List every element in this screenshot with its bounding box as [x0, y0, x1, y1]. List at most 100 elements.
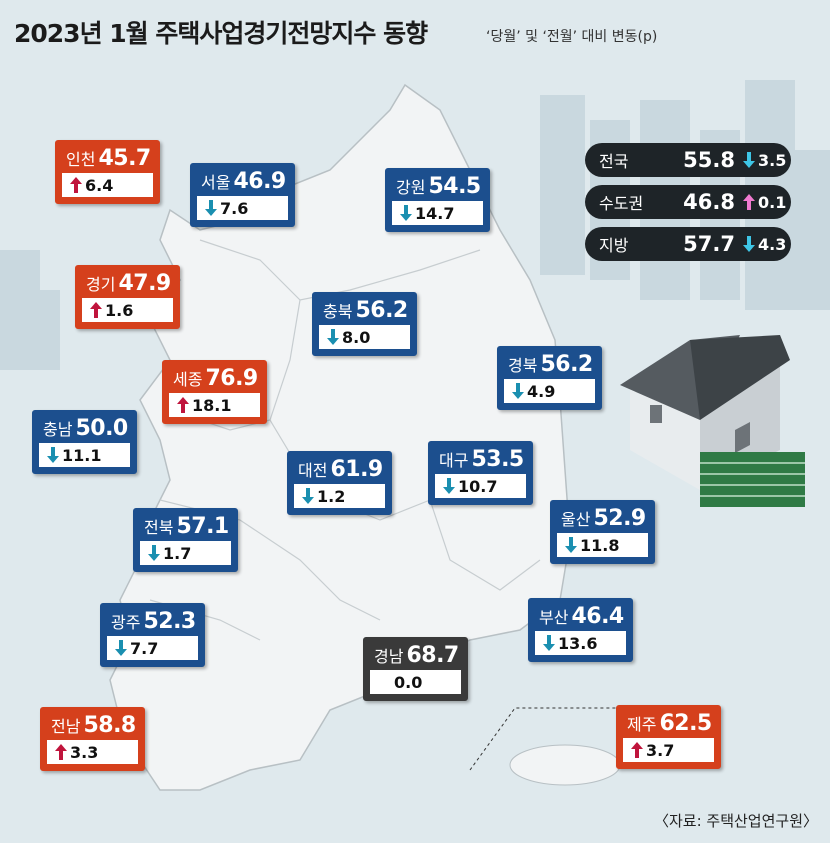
region-box: 대구 53.5 10.7 — [428, 441, 533, 505]
region-change-row: 1.7 — [140, 541, 231, 565]
region-change-row: 18.1 — [169, 393, 260, 417]
region-name: 세종 — [173, 370, 203, 389]
region-change: 13.6 — [558, 633, 598, 653]
region-name: 경남 — [374, 647, 404, 666]
region-change: 1.6 — [105, 300, 134, 320]
region-change: 4.9 — [527, 381, 556, 401]
region-change-row: 3.3 — [47, 740, 138, 764]
region-header: 경남 68.7 — [366, 640, 465, 670]
region-change: 18.1 — [192, 395, 232, 415]
region-header: 인천 45.7 — [58, 143, 157, 173]
region-name: 충북 — [323, 302, 353, 321]
region-index: 52.9 — [593, 506, 646, 531]
trend-arrow — [177, 397, 189, 413]
summary-index: 57.7 — [683, 232, 735, 256]
region-index: 50.0 — [75, 416, 128, 441]
trend-arrow — [543, 635, 555, 651]
region-index: 57.1 — [176, 514, 229, 539]
region-box: 충남 50.0 11.1 — [32, 410, 137, 474]
region-change: 8.0 — [342, 327, 371, 347]
summary-name: 수도권 — [599, 194, 644, 213]
trend-arrow — [327, 329, 339, 345]
trend-arrow — [47, 447, 59, 463]
trend-arrow — [302, 488, 314, 504]
trend-arrow — [205, 200, 217, 216]
trend-arrow — [565, 537, 577, 553]
region-header: 경기 47.9 — [78, 268, 177, 298]
trend-arrow — [90, 302, 102, 318]
jeju-island — [509, 744, 621, 786]
region-box: 부산 46.4 13.6 — [528, 598, 633, 662]
region-change: 1.2 — [317, 486, 346, 506]
region-box: 경기 47.9 1.6 — [75, 265, 180, 329]
region-header: 제주 62.5 — [619, 708, 718, 738]
region-header: 세종 76.9 — [165, 363, 264, 393]
region-name: 전북 — [144, 518, 174, 537]
region-change: 11.1 — [62, 445, 102, 465]
trend-arrow — [743, 236, 755, 252]
region-change-row: 13.6 — [535, 631, 626, 655]
region-name: 울산 — [561, 510, 591, 529]
region-name: 부산 — [539, 608, 569, 627]
region-box: 광주 52.3 7.7 — [100, 603, 205, 667]
region-box: 전남 58.8 3.3 — [40, 707, 145, 771]
korea-mainland — [109, 83, 571, 791]
region-index: 62.5 — [659, 711, 712, 736]
region-change: 3.3 — [70, 742, 99, 762]
region-name: 경기 — [86, 275, 116, 294]
region-index: 56.2 — [540, 352, 593, 377]
region-header: 전남 58.8 — [43, 710, 142, 740]
region-index: 47.9 — [118, 271, 171, 296]
summary-pill: 전국 55.8 3.5 — [585, 143, 791, 177]
summary-change-row: 0.1 — [743, 193, 786, 212]
region-change: 0.0 — [394, 672, 423, 692]
region-change: 6.4 — [85, 175, 114, 195]
subtitle: ‘당월’ 및 ‘전월’ 대비 변동(p) — [486, 29, 658, 45]
trend-arrow — [743, 194, 755, 210]
region-change-row: 7.6 — [197, 196, 288, 220]
region-index: 76.9 — [205, 366, 258, 391]
region-header: 서울 46.9 — [193, 166, 292, 196]
region-index: 52.3 — [143, 609, 196, 634]
region-change-row: 6.4 — [62, 173, 153, 197]
summary-change-row: 3.5 — [743, 151, 786, 170]
summary-change: 0.1 — [758, 192, 787, 212]
region-change: 3.7 — [646, 740, 675, 760]
region-box: 경남 68.7 0.0 — [363, 637, 468, 701]
region-name: 충남 — [43, 420, 73, 439]
trend-arrow — [55, 744, 67, 760]
region-name: 제주 — [627, 715, 657, 734]
summary-change: 4.3 — [758, 234, 787, 254]
region-change: 11.8 — [580, 535, 620, 555]
trend-arrow — [443, 478, 455, 494]
region-change: 14.7 — [415, 203, 455, 223]
region-change-row: 10.7 — [435, 474, 526, 498]
region-change: 1.7 — [163, 543, 192, 563]
summary-pill: 지방 57.7 4.3 — [585, 227, 791, 261]
region-change-row: 7.7 — [107, 636, 198, 660]
region-change-row: 1.6 — [82, 298, 173, 322]
region-box: 대전 61.9 1.2 — [287, 451, 392, 515]
region-header: 울산 52.9 — [553, 503, 652, 533]
region-index: 53.5 — [471, 447, 524, 472]
region-box: 서울 46.9 7.6 — [190, 163, 295, 227]
region-index: 58.8 — [83, 713, 136, 738]
region-name: 대전 — [298, 461, 328, 480]
region-change-row: 14.7 — [392, 201, 483, 225]
region-header: 대구 53.5 — [431, 444, 530, 474]
house-icon — [620, 335, 805, 507]
region-header: 충북 56.2 — [315, 295, 414, 325]
region-name: 강원 — [396, 178, 426, 197]
region-change-row: 11.8 — [557, 533, 648, 557]
trend-arrow — [743, 152, 755, 168]
region-box: 인천 45.7 6.4 — [55, 140, 160, 204]
region-box: 전북 57.1 1.7 — [133, 508, 238, 572]
region-box: 제주 62.5 3.7 — [616, 705, 721, 769]
trend-arrow — [70, 177, 82, 193]
summary-index: 46.8 — [683, 190, 735, 214]
region-change-row: 4.9 — [504, 379, 595, 403]
region-box: 세종 76.9 18.1 — [162, 360, 267, 424]
region-index: 61.9 — [330, 457, 383, 482]
region-index: 56.2 — [355, 298, 408, 323]
